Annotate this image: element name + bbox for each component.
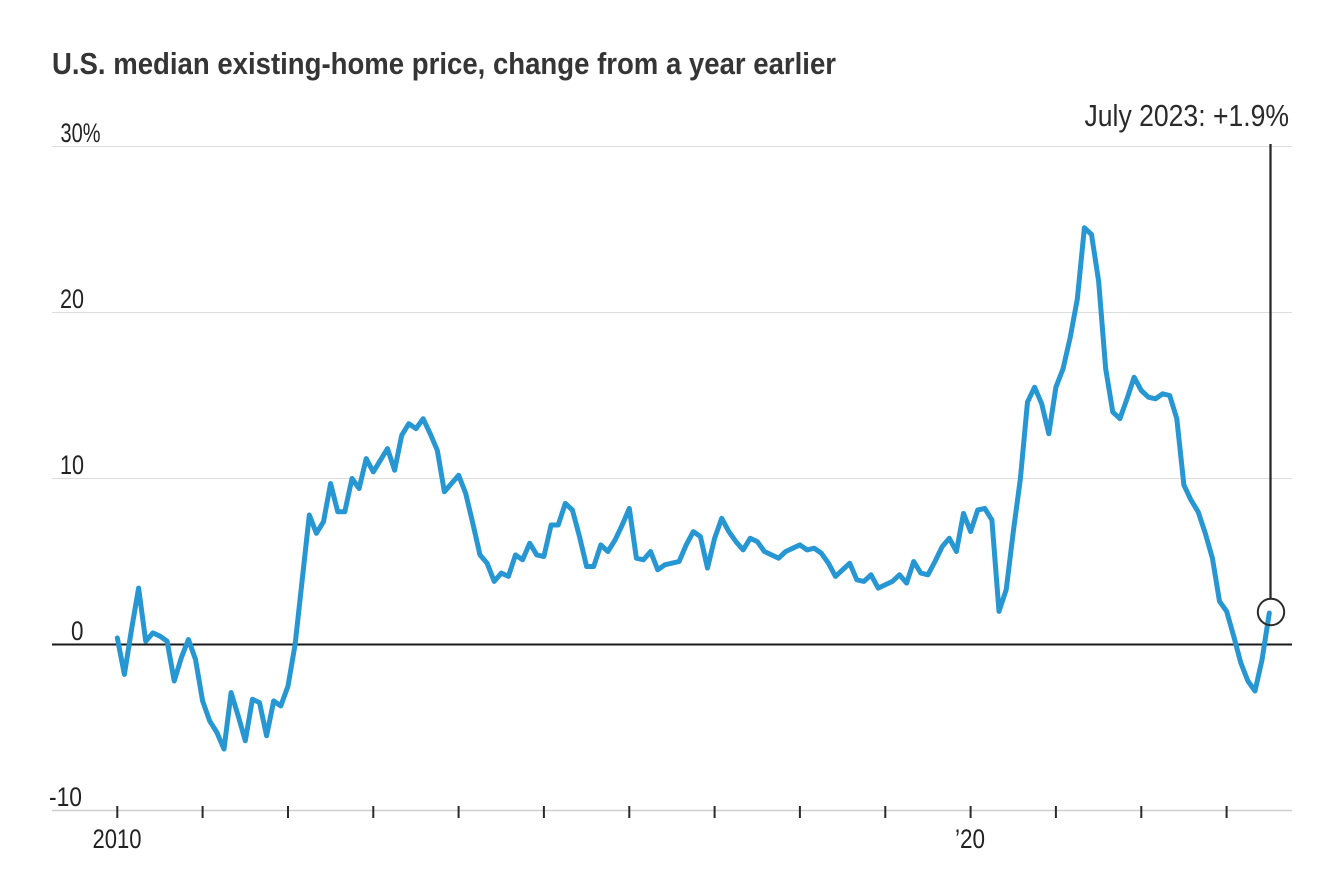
svg-text:U.S. median existing-home pric: U.S. median existing-home price, change … xyxy=(52,46,836,81)
svg-text:10: 10 xyxy=(60,450,84,480)
svg-text:20: 20 xyxy=(60,284,84,314)
svg-text:2010: 2010 xyxy=(93,824,142,854)
svg-text:0: 0 xyxy=(71,616,84,646)
svg-text:-10: -10 xyxy=(49,782,82,812)
svg-text:July 2023: +1.9%: July 2023: +1.9% xyxy=(1085,98,1290,133)
svg-text:30%: 30% xyxy=(61,118,101,148)
svg-text:’20: ’20 xyxy=(955,824,985,854)
